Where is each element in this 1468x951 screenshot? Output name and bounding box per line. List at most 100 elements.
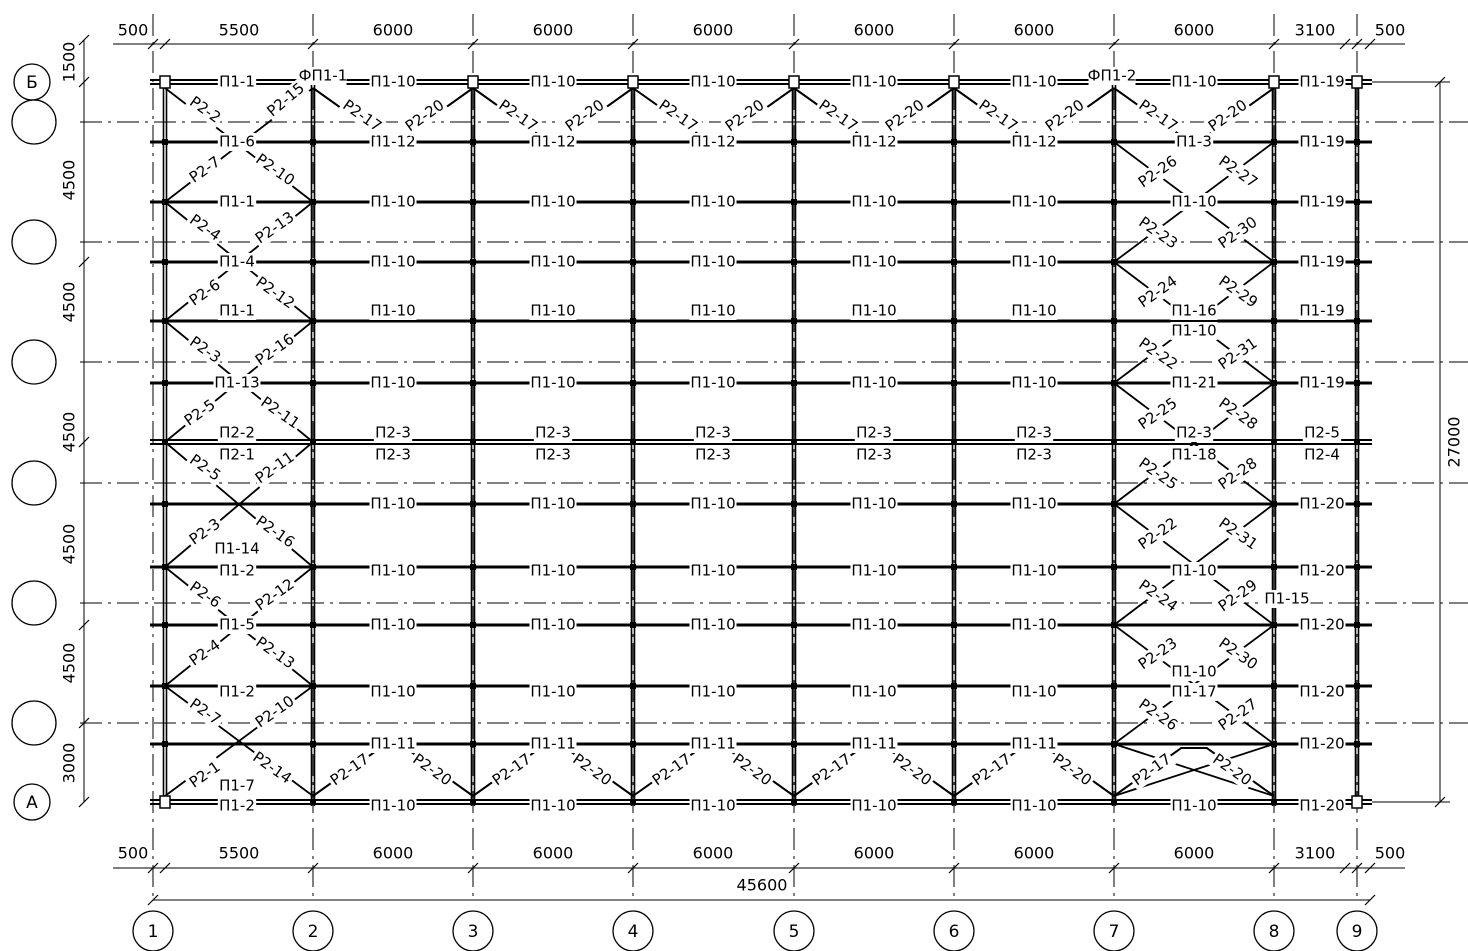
girder-label: П1-10	[1171, 193, 1216, 211]
girder-label: П1-10	[1171, 562, 1216, 580]
dim-value-left: 4500	[60, 643, 79, 684]
node	[310, 380, 316, 386]
column-base	[949, 76, 959, 88]
node	[791, 318, 797, 324]
girder-label: П1-11	[370, 735, 415, 753]
dim-total-h: 45600	[737, 876, 788, 895]
dim-value-left: 4500	[60, 160, 79, 201]
node	[1354, 683, 1360, 689]
node	[630, 683, 636, 689]
girder-label: П1-20	[1299, 735, 1344, 753]
girder-label: П1-20	[1299, 683, 1344, 701]
column-base	[160, 76, 170, 88]
girder-label: П1-6	[219, 133, 255, 151]
node	[1111, 741, 1117, 747]
node	[470, 564, 476, 570]
girder-label: П1-10	[370, 374, 415, 392]
girder-label: П2-3	[1016, 424, 1052, 442]
girder-label: П1-2	[219, 562, 255, 580]
girder-label: П1-13	[214, 374, 259, 392]
girder-label: П1-10	[851, 562, 896, 580]
girder-label: П1-10	[690, 683, 735, 701]
dim-value-bottom: 6000	[1174, 844, 1215, 863]
girder-label: П1-12	[530, 133, 575, 151]
node	[1111, 622, 1117, 628]
node	[1111, 683, 1117, 689]
node	[951, 259, 957, 265]
node	[310, 501, 316, 507]
girder-label: П1-12	[690, 133, 735, 151]
girder-label: П1-10	[690, 495, 735, 513]
node	[791, 259, 797, 265]
girder-label: П1-16	[1171, 302, 1216, 320]
girder-label: П1-10	[690, 374, 735, 392]
top-zigzag-brace	[313, 88, 473, 136]
girder-label: П2-3	[375, 446, 411, 464]
girder-label: П1-10	[1171, 322, 1216, 340]
node	[630, 564, 636, 570]
node	[162, 741, 168, 747]
node	[1111, 501, 1117, 507]
node	[1354, 199, 1360, 205]
girder-label: П1-10	[370, 73, 415, 91]
node	[791, 564, 797, 570]
girder-label: П1-19	[1299, 193, 1344, 211]
node	[1354, 501, 1360, 507]
node	[1111, 799, 1117, 805]
node	[310, 622, 316, 628]
girder-label: П1-10	[851, 616, 896, 634]
node	[310, 318, 316, 324]
axis-label-col: 1	[148, 922, 159, 942]
girder-label: П1-10	[530, 797, 575, 815]
girder-label: П2-5	[1304, 424, 1340, 442]
girder-label: П1-10	[851, 253, 896, 271]
column-base	[468, 76, 478, 88]
dim-value-bottom: 6000	[533, 844, 574, 863]
girder-label: П1-20	[1299, 495, 1344, 513]
node	[1271, 199, 1277, 205]
girder-label: П2-3	[695, 424, 731, 442]
node	[1111, 380, 1117, 386]
girder-label: П1-10	[690, 616, 735, 634]
node	[951, 199, 957, 205]
node	[951, 439, 957, 445]
node	[162, 501, 168, 507]
dim-value-bottom: 500	[118, 844, 149, 863]
node	[470, 501, 476, 507]
girder-label: П1-10	[1011, 495, 1056, 513]
node	[791, 380, 797, 386]
girder-label: П1-5	[219, 616, 255, 634]
node	[951, 380, 957, 386]
dim-value-bottom: 3100	[1295, 844, 1336, 863]
node	[310, 439, 316, 445]
girder-label: П1-17	[1171, 683, 1216, 701]
node	[630, 199, 636, 205]
girder-label: П2-3	[535, 424, 571, 442]
girder-label: П1-10	[370, 683, 415, 701]
girder-label: П2-3	[856, 424, 892, 442]
girder-label: П1-10	[370, 253, 415, 271]
girder-label: П1-10	[851, 374, 896, 392]
dim-value-top: 6000	[1174, 21, 1215, 40]
node	[470, 683, 476, 689]
axis-bubble-row	[12, 100, 56, 144]
node	[630, 259, 636, 265]
node	[470, 799, 476, 805]
axis-label-col: 4	[628, 922, 639, 942]
node	[791, 683, 797, 689]
girder-label: П1-10	[690, 302, 735, 320]
node	[1354, 139, 1360, 145]
node	[162, 318, 168, 324]
node	[162, 199, 168, 205]
axis-label-col: 3	[468, 922, 479, 942]
node	[951, 501, 957, 507]
girder-label: П1-10	[530, 616, 575, 634]
girder-label: П1-10	[530, 73, 575, 91]
node	[1354, 622, 1360, 628]
node	[1354, 318, 1360, 324]
column-base	[160, 796, 170, 808]
node	[630, 380, 636, 386]
girder-label: П1-10	[1011, 253, 1056, 271]
girder-label: П1-10	[690, 797, 735, 815]
